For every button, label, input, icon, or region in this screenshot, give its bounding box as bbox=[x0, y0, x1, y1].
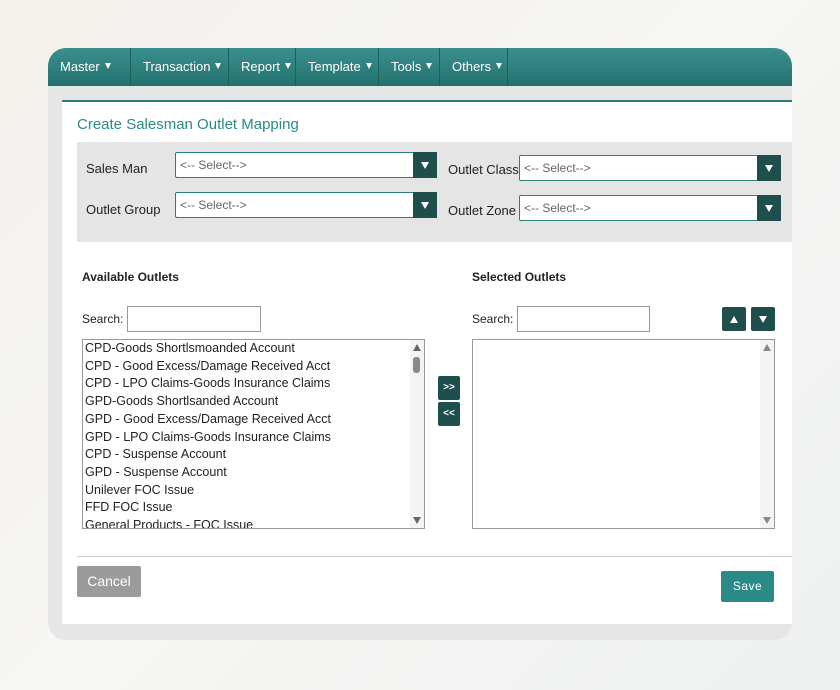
filter-label: Sales Man bbox=[86, 161, 148, 176]
nav-label: Tools bbox=[391, 59, 422, 74]
list-item[interactable]: CPD - Good Excess/Damage Received Acct bbox=[85, 358, 331, 373]
list-item[interactable]: GPD-Goods Shortlsanded Account bbox=[85, 394, 279, 409]
filter-label: Outlet Zone bbox=[448, 203, 516, 218]
available-list: CPD-Goods Shortlsmoanded Account CPD - Go… bbox=[82, 339, 425, 529]
list-item[interactable]: GPD - Good Excess/Damage Received Acct bbox=[85, 411, 331, 426]
page-title: Create Salesman Outlet Mapping bbox=[77, 116, 299, 133]
move-right-button[interactable]: >> bbox=[438, 376, 460, 400]
nav-item[interactable]: Master bbox=[48, 48, 131, 86]
list-item[interactable]: General Products - FOC Issue bbox=[85, 518, 254, 529]
select[interactable]: <-- Select--> bbox=[175, 192, 437, 218]
search-label: Search: bbox=[472, 312, 514, 326]
move-left-button[interactable]: << bbox=[438, 402, 460, 426]
placeholder: <-- Select--> bbox=[524, 161, 591, 175]
cancel-button[interactable]: Cancel bbox=[77, 566, 141, 597]
placeholder: <-- Select--> bbox=[180, 158, 247, 172]
nav-item[interactable]: Others bbox=[440, 48, 508, 86]
nav-label: Others bbox=[452, 59, 492, 74]
list-item[interactable]: Unilever FOC Issue bbox=[85, 482, 195, 497]
nav-item[interactable]: Report bbox=[229, 48, 296, 86]
nav-label: Master bbox=[60, 59, 100, 74]
dropdown-button[interactable] bbox=[413, 192, 437, 218]
filter-panel: Sales Man <-- Select--> Outlet Class <--… bbox=[77, 142, 792, 242]
dropdown-button[interactable] bbox=[757, 155, 781, 181]
placeholder: <-- Select--> bbox=[180, 198, 247, 212]
move-down-button[interactable] bbox=[751, 307, 775, 331]
selected-list bbox=[472, 339, 775, 529]
list-item[interactable]: GPD - Suspense Account bbox=[85, 464, 227, 479]
search-label: Search: bbox=[82, 312, 124, 326]
list-item[interactable]: CPD-Goods Shortlsmoanded Account bbox=[85, 341, 295, 355]
placeholder: <-- Select--> bbox=[524, 201, 591, 215]
list-item[interactable]: CPD - LPO Claims-Goods Insurance Claims bbox=[85, 376, 331, 391]
filter-label: Outlet Class bbox=[448, 162, 519, 177]
search-input[interactable] bbox=[127, 306, 261, 332]
list-item[interactable]: CPD - Suspense Account bbox=[85, 447, 227, 462]
scrollbar[interactable] bbox=[410, 340, 424, 528]
select[interactable]: <-- Select--> bbox=[175, 152, 437, 178]
filter-label: Outlet Group bbox=[86, 202, 161, 217]
dropdown-button[interactable] bbox=[757, 195, 781, 221]
panel: Master Transaction Report Template Tools Othe… bbox=[48, 48, 792, 640]
divider bbox=[77, 556, 792, 557]
section-title: Selected Outlets bbox=[472, 270, 567, 284]
nav-label: Template bbox=[308, 59, 361, 74]
nav-label: Report bbox=[241, 59, 281, 74]
select[interactable]: <-- Select--> bbox=[519, 155, 781, 181]
nav-item[interactable]: Tools bbox=[379, 48, 440, 86]
select[interactable]: <-- Select--> bbox=[519, 195, 781, 221]
nav-item[interactable]: Template bbox=[296, 48, 379, 86]
section-title: Available Outlets bbox=[82, 270, 179, 284]
content: Create Salesman Outlet Mapping Sales Man… bbox=[62, 100, 792, 624]
list-item[interactable]: GPD - LPO Claims-Goods Insurance Claims bbox=[85, 429, 331, 444]
nav-item[interactable]: Transaction bbox=[131, 48, 229, 86]
nav-bar: Master Transaction Report Template Tools Othe… bbox=[48, 48, 792, 86]
dropdown-button[interactable] bbox=[413, 152, 437, 178]
scrollbar[interactable] bbox=[760, 340, 774, 528]
move-up-button[interactable] bbox=[722, 307, 746, 331]
search-input[interactable] bbox=[517, 306, 650, 332]
list-item[interactable]: FFD FOC Issue bbox=[85, 500, 173, 515]
save-button[interactable]: Save bbox=[721, 571, 774, 602]
nav-label: Transaction bbox=[143, 59, 211, 74]
